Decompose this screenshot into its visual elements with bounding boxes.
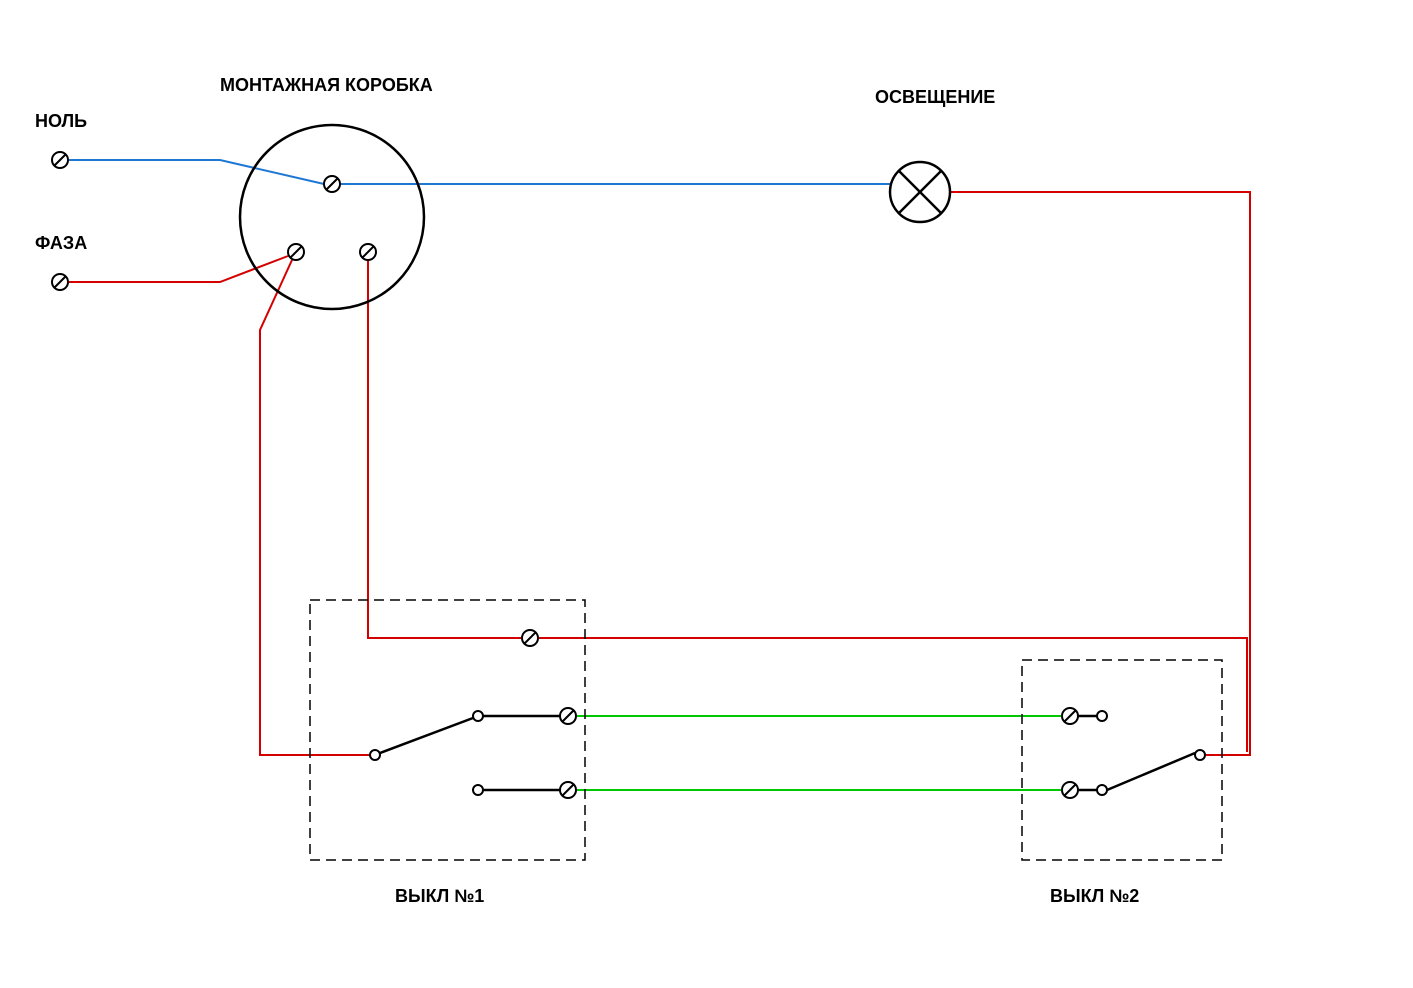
sw2-node-bot (1097, 785, 1107, 795)
terminal-neutral-in (52, 152, 68, 168)
contact-nodes (370, 711, 1205, 795)
lamp-symbol (890, 162, 950, 222)
terminal-jb-out (360, 244, 376, 260)
label-junction-box: МОНТАЖНАЯ КОРОБКА (220, 75, 433, 95)
sw1-node-bot (473, 785, 483, 795)
switch1-arm (380, 718, 473, 753)
terminal-jb-phase (288, 244, 304, 260)
terminal-jb-neutral (324, 176, 340, 192)
label-phase: ФАЗА (35, 233, 87, 253)
label-switch1: ВЫКЛ №1 (395, 886, 484, 906)
label-switch2: ВЫКЛ №2 (1050, 886, 1139, 906)
switch2-arm (1107, 753, 1195, 790)
switch2-box (1022, 660, 1222, 860)
terminal-sw2-trav-bot (1062, 782, 1078, 798)
wiring-diagram: НОЛЬ ФАЗА МОНТАЖНАЯ КОРОБКА ОСВЕЩЕНИЕ ВЫ… (0, 0, 1413, 988)
wire-box-to-switch1-common (368, 260, 522, 638)
label-neutral: НОЛЬ (35, 111, 87, 131)
sw1-pivot (370, 750, 380, 760)
wire-switch1-to-switch2-red (538, 638, 1247, 752)
junction-box-circle (240, 125, 424, 309)
terminal-sw1-trav-top (560, 708, 576, 724)
terminal-sw1-trav-bot (560, 782, 576, 798)
terminal-phase-in (52, 274, 68, 290)
terminal-sw2-trav-top (1062, 708, 1078, 724)
wire-phase-to-switch1 (260, 260, 370, 755)
wire-neutral-in (68, 160, 324, 184)
label-lamp: ОСВЕЩЕНИЕ (875, 87, 995, 107)
sw1-node-top (473, 711, 483, 721)
terminals (52, 152, 1078, 798)
sw2-pivot (1195, 750, 1205, 760)
sw2-node-top (1097, 711, 1107, 721)
terminal-sw1-common (522, 630, 538, 646)
wire-lamp-to-switch2 (948, 192, 1250, 755)
